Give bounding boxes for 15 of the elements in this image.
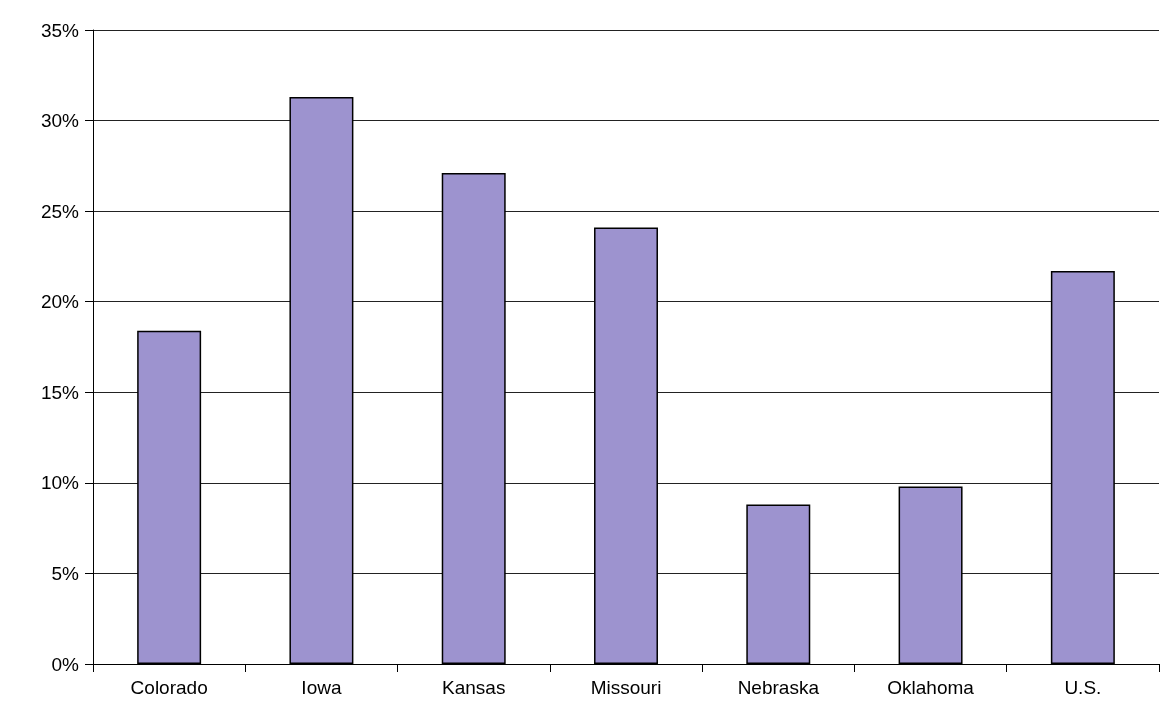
y-tick-label: 0% [51, 653, 80, 675]
x-tick-label: Colorado [130, 677, 208, 698]
y-tick-label: 20% [40, 291, 80, 313]
x-tick-label: Oklahoma [887, 677, 975, 698]
x-tick-label: Iowa [301, 677, 342, 698]
y-tick-label: 10% [40, 472, 80, 494]
y-tick-label: 15% [40, 381, 80, 403]
x-tick-label: Kansas [442, 677, 506, 698]
x-tick-label: U.S. [1064, 677, 1102, 698]
x-tick-label: Missouri [590, 677, 662, 698]
y-tick-label: 35% [40, 19, 80, 41]
y-tick-label: 30% [40, 110, 80, 132]
y-tick-label: 25% [40, 200, 80, 222]
x-tick-label: Nebraska [737, 677, 820, 698]
y-tick-label: 5% [51, 562, 80, 584]
